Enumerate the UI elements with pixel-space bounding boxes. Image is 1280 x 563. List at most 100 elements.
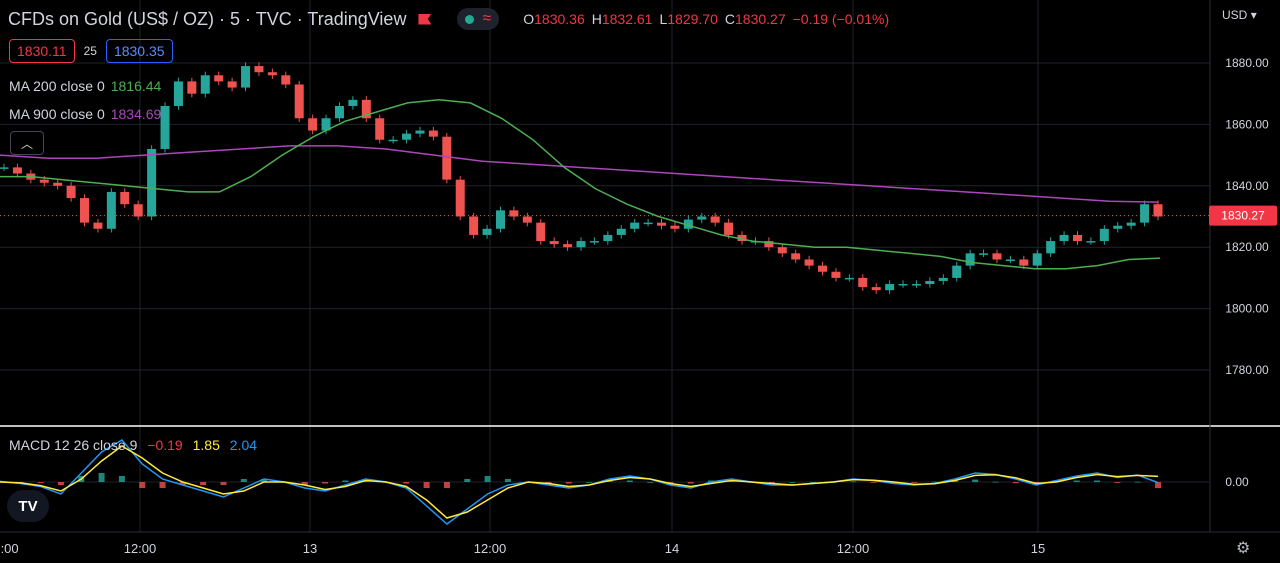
macd-histogram-bar: [200, 482, 207, 485]
macd-histogram-bar: [342, 480, 349, 482]
candle-body: [871, 287, 881, 291]
candle-body: [1086, 241, 1096, 243]
macd-signal-value: 2.04: [229, 437, 258, 453]
market-open-dot-icon: [465, 14, 475, 24]
candle-body: [442, 136, 452, 180]
macd-name: MACD 12 26 close 9: [9, 437, 138, 453]
candle-body: [308, 118, 318, 131]
candle-body: [469, 216, 479, 235]
indicator-ma900[interactable]: MA 900 close 0 1834.69: [9, 106, 161, 122]
ohlc-key: C: [724, 11, 735, 27]
candle-body: [670, 225, 680, 229]
candle-body: [737, 234, 747, 242]
macd-histogram-bar: [850, 481, 857, 483]
candle-body: [120, 191, 130, 205]
sell-price-button[interactable]: 1830.11: [9, 39, 75, 63]
flag-icon[interactable]: [418, 13, 432, 25]
candle-body: [777, 247, 787, 254]
candle-body: [979, 253, 989, 255]
market-status[interactable]: ≈: [457, 8, 500, 30]
currency-selector[interactable]: USD ▾: [1222, 8, 1257, 22]
symbol-title[interactable]: CFDs on Gold (US$ / OZ) · 5 · TVC · Trad…: [8, 8, 407, 29]
candle-body: [12, 167, 22, 174]
chevron-up-icon: ︿: [20, 136, 33, 151]
candle-body: [1059, 234, 1069, 242]
ohlc-value: 1830.27: [735, 11, 786, 27]
macd-histogram-bar: [870, 482, 877, 483]
candle-body: [818, 265, 828, 272]
indicator-name: MA 900 close 0: [9, 106, 105, 122]
ohlc-key: H: [591, 11, 602, 27]
ohlc-values: O 1830.36 H 1832.61 L 1829.70 C 1830.27 −0.19 (−…: [523, 11, 896, 27]
candle-body: [39, 179, 49, 183]
spread-value: 25: [83, 44, 97, 58]
price-tick-label: 1820.00: [1225, 240, 1269, 254]
macd-histogram-bar: [789, 482, 796, 483]
candle-body: [898, 284, 908, 286]
ohlc-value: 1832.61: [601, 11, 653, 27]
candle-body: [844, 277, 854, 280]
candle-body: [804, 259, 814, 266]
candle-body: [616, 228, 626, 235]
candle-body: [522, 216, 532, 223]
candle-body: [106, 191, 116, 229]
candle-body: [187, 81, 197, 94]
settings-gear-icon[interactable]: ⚙: [1236, 540, 1251, 557]
candle-body: [294, 84, 304, 119]
indicator-value: 1816.44: [110, 78, 162, 94]
time-tick-label: 13: [303, 541, 317, 556]
macd-histogram-bar: [322, 482, 329, 484]
buy-price-button[interactable]: 1830.35: [105, 39, 173, 63]
macd-histogram-bar: [504, 479, 511, 482]
candle-body: [361, 99, 371, 119]
macd-histogram-bar: [179, 482, 186, 485]
macd-histogram-bar: [484, 476, 491, 482]
time-tick-label: 12:00: [837, 541, 870, 556]
ohlc-key: O: [523, 11, 535, 27]
candle-body: [683, 219, 693, 229]
macd-histogram-bar: [57, 482, 64, 485]
candle-body: [321, 118, 331, 131]
candle-body: [173, 81, 183, 106]
macd-histogram-bar: [159, 482, 166, 488]
candle-body: [697, 216, 707, 220]
last-price-label: 1830.27: [1221, 209, 1265, 223]
candle-body: [1140, 204, 1150, 223]
candle-body: [227, 81, 237, 88]
candle-body: [0, 167, 9, 169]
candle-body: [885, 284, 895, 291]
price-tick-label: 1780.00: [1225, 363, 1269, 377]
candle-body: [710, 216, 720, 223]
macd-histogram-bar: [626, 480, 633, 482]
chevron-down-icon: ▾: [1250, 8, 1257, 22]
candle-body: [1072, 234, 1082, 242]
candle-body: [630, 222, 640, 229]
signal-line: [0, 445, 1159, 519]
collapse-indicators-button[interactable]: ︿: [10, 131, 44, 155]
wave-icon: ≈: [482, 10, 492, 27]
candle-body: [267, 72, 277, 76]
indicator-ma200[interactable]: MA 200 close 0 1816.44: [9, 78, 161, 94]
candle-body: [911, 284, 921, 286]
candle-body: [214, 75, 224, 82]
candle-body: [576, 241, 586, 248]
time-tick-label: 14: [665, 541, 679, 556]
candle-body: [455, 179, 465, 217]
candle-body: [334, 105, 344, 119]
macd-histogram-bar: [911, 482, 918, 483]
indicator-name: MA 200 close 0: [9, 78, 105, 94]
candle-body: [831, 271, 841, 278]
candle-body: [1153, 204, 1163, 217]
candle-body: [254, 66, 264, 73]
candle-body: [536, 222, 546, 242]
candle-body: [764, 241, 774, 248]
price-tick-label: 1840.00: [1225, 179, 1269, 193]
macd-histogram-bar: [687, 482, 694, 484]
macd-legend[interactable]: MACD 12 26 close 9 −0.19 1.85 2.04: [9, 437, 257, 453]
candle-body: [415, 130, 425, 134]
candle-body: [1113, 225, 1123, 229]
macd-histogram-bar: [98, 473, 105, 482]
tradingview-logo[interactable]: TV: [7, 490, 49, 522]
macd-histogram-bar: [565, 482, 572, 484]
